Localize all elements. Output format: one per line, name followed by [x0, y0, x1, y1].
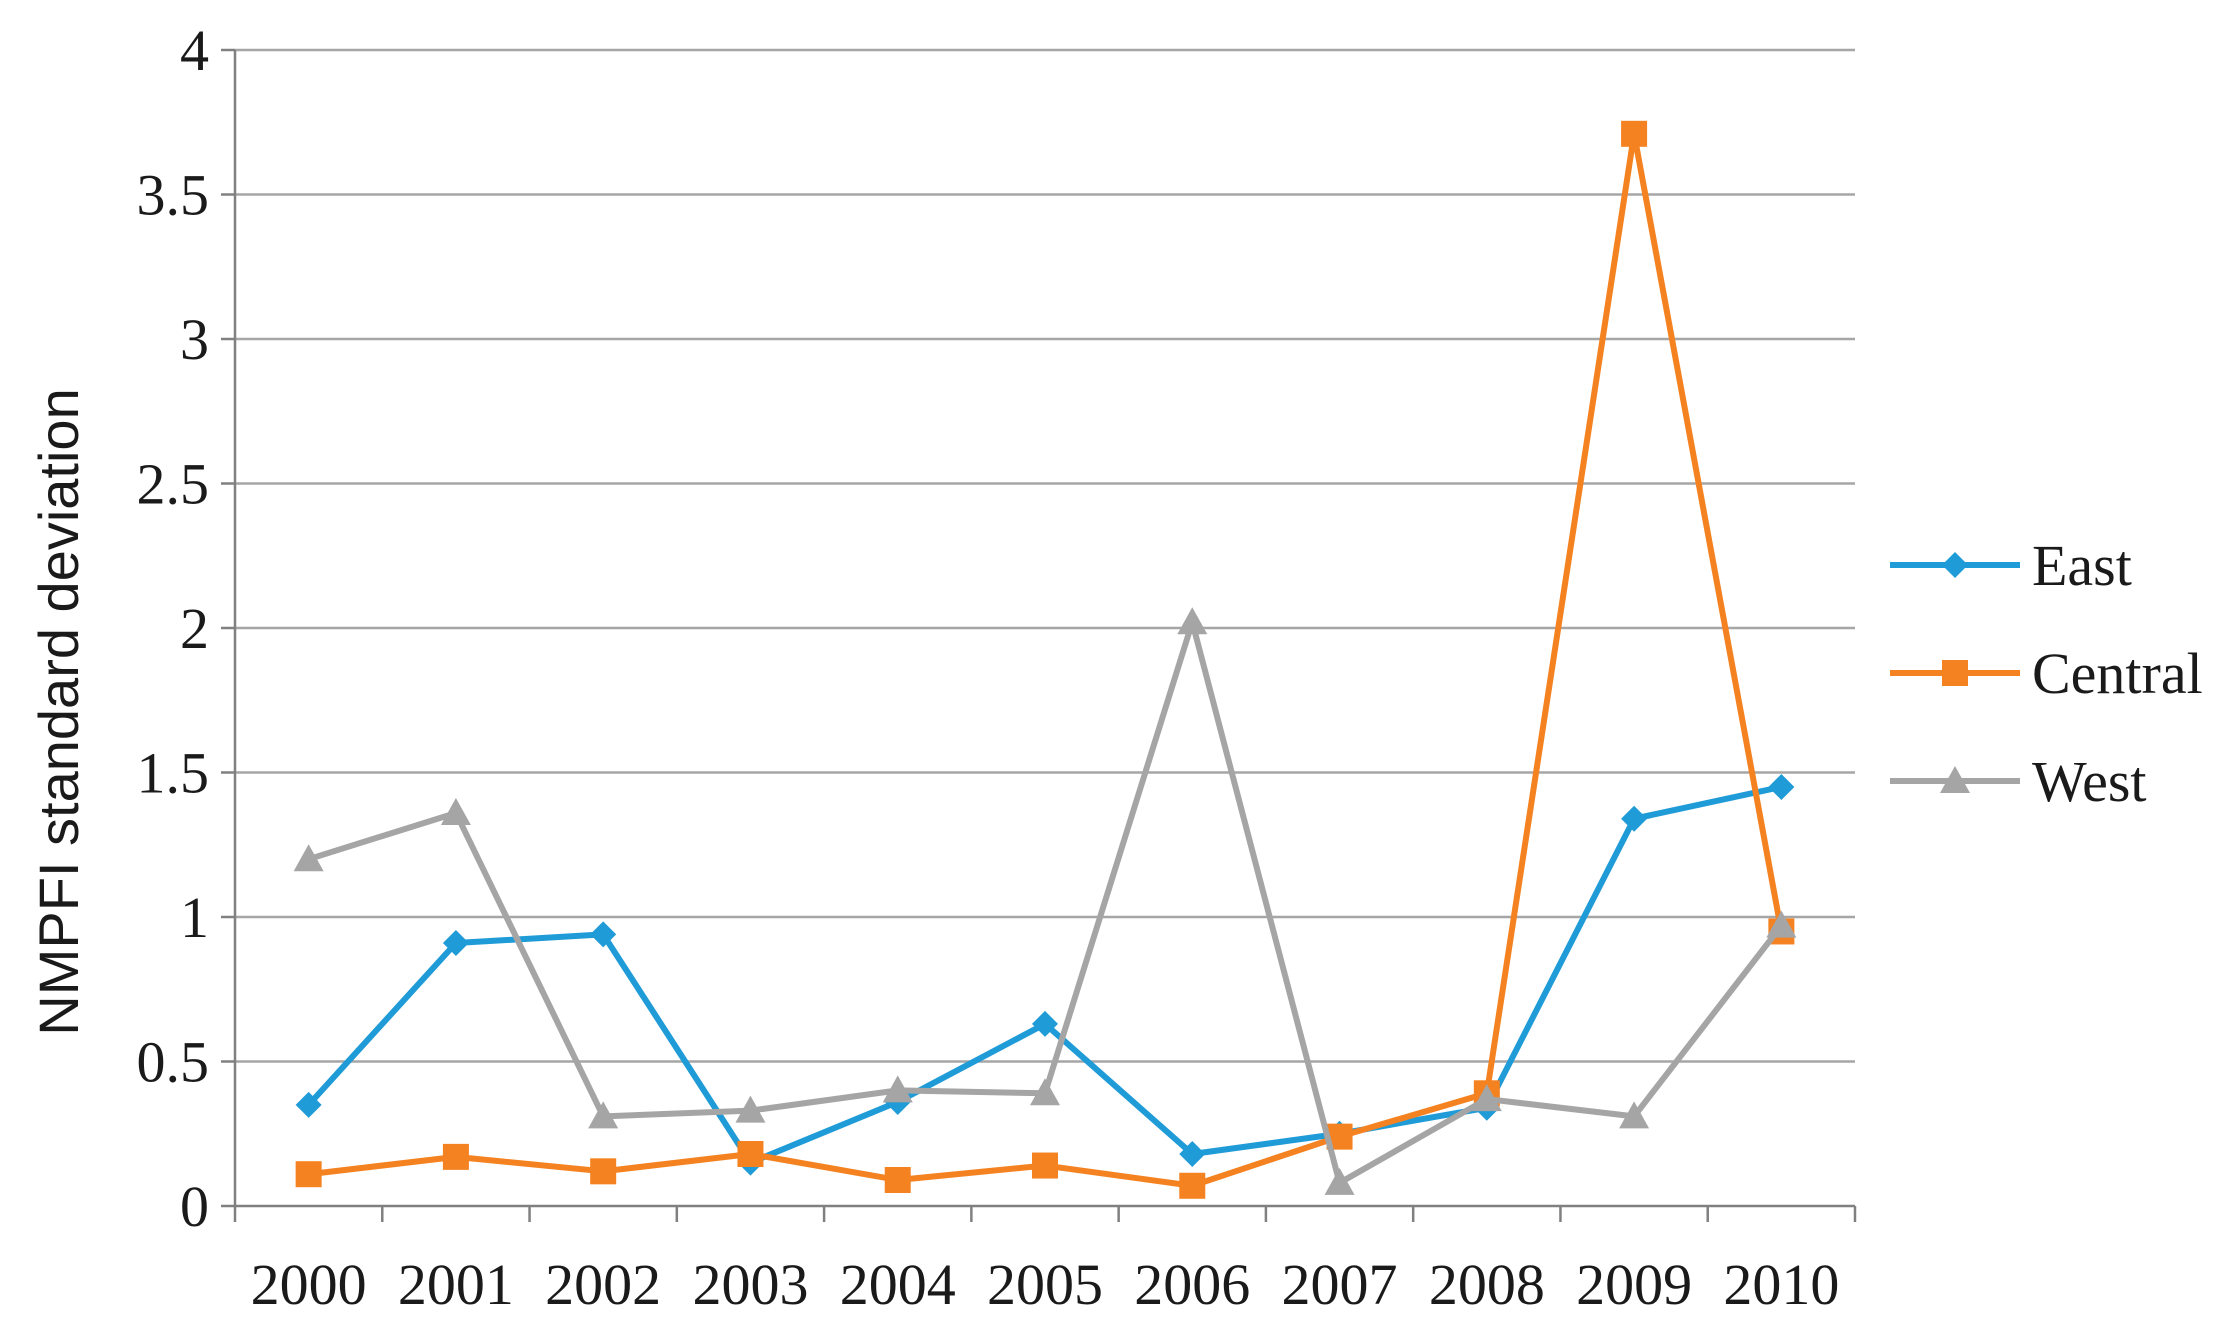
- x-tick-label: 2010: [1723, 1252, 1839, 1317]
- data-series: [293, 120, 1797, 1199]
- legend-item-west: West: [1890, 749, 2147, 814]
- data-point-west: [1619, 1101, 1650, 1129]
- data-point-west: [1324, 1167, 1355, 1195]
- legend: East Central West: [1890, 533, 2203, 814]
- data-point-west: [1471, 1084, 1502, 1112]
- x-tick-label: 2006: [1134, 1252, 1250, 1317]
- x-tick-label: 2001: [398, 1252, 514, 1317]
- x-tick-label: 2009: [1576, 1252, 1692, 1317]
- y-tick-label: 1.5: [137, 741, 210, 806]
- y-tick-label: 2: [180, 596, 209, 661]
- y-tick-label: 3.5: [137, 163, 210, 228]
- data-point-east: [1768, 773, 1795, 800]
- x-tick-label: 2004: [840, 1252, 956, 1317]
- y-tick-label: 4: [180, 18, 209, 83]
- legend-marker: [1940, 766, 1970, 793]
- data-point-central: [1621, 120, 1648, 147]
- legend-marker: [1942, 660, 1968, 686]
- data-point-east: [442, 930, 469, 957]
- legend-label: West: [2032, 749, 2147, 814]
- series-central: [295, 120, 1795, 1199]
- data-point-west: [1766, 910, 1797, 938]
- legend-item-central: Central: [1890, 641, 2203, 706]
- data-point-west: [440, 797, 471, 825]
- x-tick-label: 2002: [545, 1252, 661, 1317]
- legend-item-east: East: [1890, 533, 2132, 598]
- x-tick-label: 2008: [1429, 1252, 1545, 1317]
- data-point-east: [295, 1091, 322, 1118]
- y-tick-label: 2.5: [137, 452, 210, 517]
- data-point-west: [293, 844, 324, 872]
- data-point-east: [590, 921, 617, 948]
- x-tick-label: 2000: [251, 1252, 367, 1317]
- y-tick-label: 0: [180, 1174, 209, 1239]
- data-point-central: [1032, 1152, 1058, 1179]
- data-point-central: [442, 1143, 469, 1170]
- data-point-central: [1179, 1172, 1206, 1199]
- data-point-east: [1621, 805, 1648, 832]
- legend-label: Central: [2032, 641, 2203, 706]
- x-tick-label: 2007: [1282, 1252, 1398, 1317]
- series-east: [295, 773, 1795, 1176]
- x-tick-label: 2003: [692, 1252, 808, 1317]
- data-point-east: [1032, 1010, 1058, 1037]
- data-point-central: [590, 1158, 617, 1185]
- grid-lines: [235, 48, 1855, 1063]
- data-point-central: [884, 1166, 911, 1193]
- data-point-central: [295, 1161, 322, 1188]
- y-axis-title: NMPFI standard deviation: [27, 388, 90, 1035]
- y-tick-label: 0.5: [137, 1030, 210, 1095]
- data-point-east: [1179, 1140, 1206, 1167]
- legend-marker: [1942, 552, 1968, 578]
- series-west: [293, 607, 1797, 1195]
- y-tick-label: 1: [180, 885, 209, 950]
- y-tick-label: 3: [180, 307, 209, 372]
- data-point-west: [735, 1095, 766, 1123]
- data-point-central: [737, 1140, 764, 1167]
- x-tick-label: 2005: [987, 1252, 1103, 1317]
- data-point-west: [882, 1075, 913, 1103]
- data-point-west: [1030, 1078, 1060, 1106]
- data-point-west: [588, 1101, 619, 1129]
- legend-label: East: [2032, 533, 2132, 598]
- axes: 0 0.5 1 1.5 2 2.5 3 3.5 4 2000 2001 2002 2003 2004 200…: [137, 18, 1857, 1317]
- data-point-west: [1177, 607, 1208, 635]
